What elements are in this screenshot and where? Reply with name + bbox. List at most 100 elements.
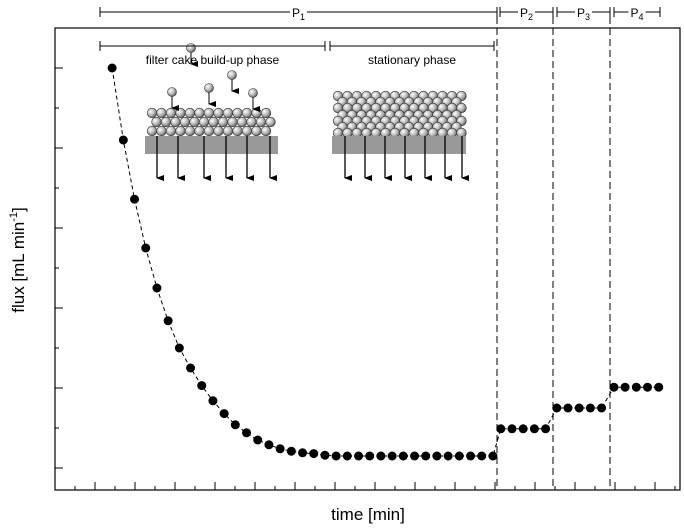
data-point [152, 284, 161, 293]
phase-sub: 1 [300, 12, 305, 22]
particle [152, 117, 162, 127]
data-point [220, 409, 229, 418]
data-point [343, 452, 352, 461]
particle [223, 108, 233, 118]
data-point [477, 452, 486, 461]
particle [233, 126, 243, 136]
data-point [130, 195, 139, 204]
particle [171, 117, 181, 127]
data-point [466, 452, 475, 461]
data-point [432, 452, 441, 461]
data-point [186, 364, 195, 373]
data-point [388, 452, 397, 461]
data-point [197, 381, 206, 390]
data-point [621, 383, 630, 392]
particle [256, 117, 266, 127]
data-point [654, 383, 663, 392]
data-point [298, 448, 307, 457]
data-point [410, 452, 419, 461]
data-point [231, 420, 240, 429]
particle [147, 126, 157, 136]
data-point [175, 344, 184, 353]
data-point [563, 404, 572, 413]
phase-sub: 3 [585, 12, 590, 22]
particle [199, 117, 209, 127]
data-point [320, 451, 329, 460]
particle [218, 117, 228, 127]
particle [247, 117, 257, 127]
particle [190, 117, 200, 127]
particle [147, 108, 157, 118]
data-point [108, 64, 117, 73]
data-point [399, 452, 408, 461]
particle [166, 126, 176, 136]
data-point [530, 424, 539, 433]
data-point [586, 404, 595, 413]
data-point [332, 452, 341, 461]
particle [195, 108, 205, 118]
data-point [444, 452, 453, 461]
y-label-sup: -1 [8, 212, 20, 222]
data-point [164, 316, 173, 325]
particle [252, 108, 262, 118]
phase-name: P [520, 6, 528, 20]
particle [204, 126, 214, 136]
particle [176, 108, 186, 118]
sub-phase-label: filter cake build-up phase [146, 53, 280, 67]
data-point [287, 447, 296, 456]
phase-name: P [292, 6, 300, 20]
data-point [552, 404, 561, 413]
chart: P1P2P3P4filter cake build-up phasestatio… [0, 0, 684, 528]
particle [157, 126, 167, 136]
particle [237, 117, 247, 127]
particle [214, 126, 224, 136]
data-point [376, 452, 385, 461]
data-point [354, 452, 363, 461]
particle [185, 108, 195, 118]
falling-particle [187, 44, 196, 53]
phase-sub: 2 [528, 12, 533, 22]
data-point [119, 136, 128, 145]
particle [209, 117, 219, 127]
particle [228, 117, 238, 127]
falling-particle [228, 71, 237, 80]
y-label-main: flux [mL min [9, 222, 28, 313]
particle [261, 126, 271, 136]
data-point [643, 383, 652, 392]
sub-phase-label: stationary phase [368, 53, 456, 67]
data-point [276, 444, 285, 453]
data-point [519, 424, 528, 433]
phase-sub: 4 [639, 12, 644, 22]
data-point [253, 436, 262, 445]
data-point [208, 396, 217, 405]
membrane [145, 136, 278, 154]
particle [214, 108, 224, 118]
data-point [365, 452, 374, 461]
data-point [141, 244, 150, 253]
particle [252, 126, 262, 136]
data-point [541, 424, 550, 433]
data-point [242, 428, 251, 437]
particle [223, 126, 233, 136]
data-point [488, 452, 497, 461]
data-point [264, 440, 273, 449]
data-point [632, 383, 641, 392]
particle [161, 117, 171, 127]
phase-name: P [577, 6, 585, 20]
data-point [597, 404, 606, 413]
data-point [496, 424, 505, 433]
particle [195, 126, 205, 136]
falling-particle [249, 89, 258, 98]
particle [261, 108, 271, 118]
x-axis-label: time [min] [331, 505, 405, 524]
particle [185, 126, 195, 136]
particle [157, 108, 167, 118]
y-label-end: ] [9, 207, 28, 212]
particle [180, 117, 190, 127]
data-point [609, 383, 618, 392]
phase-name: P [630, 6, 638, 20]
particle [166, 108, 176, 118]
particle [176, 126, 186, 136]
particle [242, 108, 252, 118]
